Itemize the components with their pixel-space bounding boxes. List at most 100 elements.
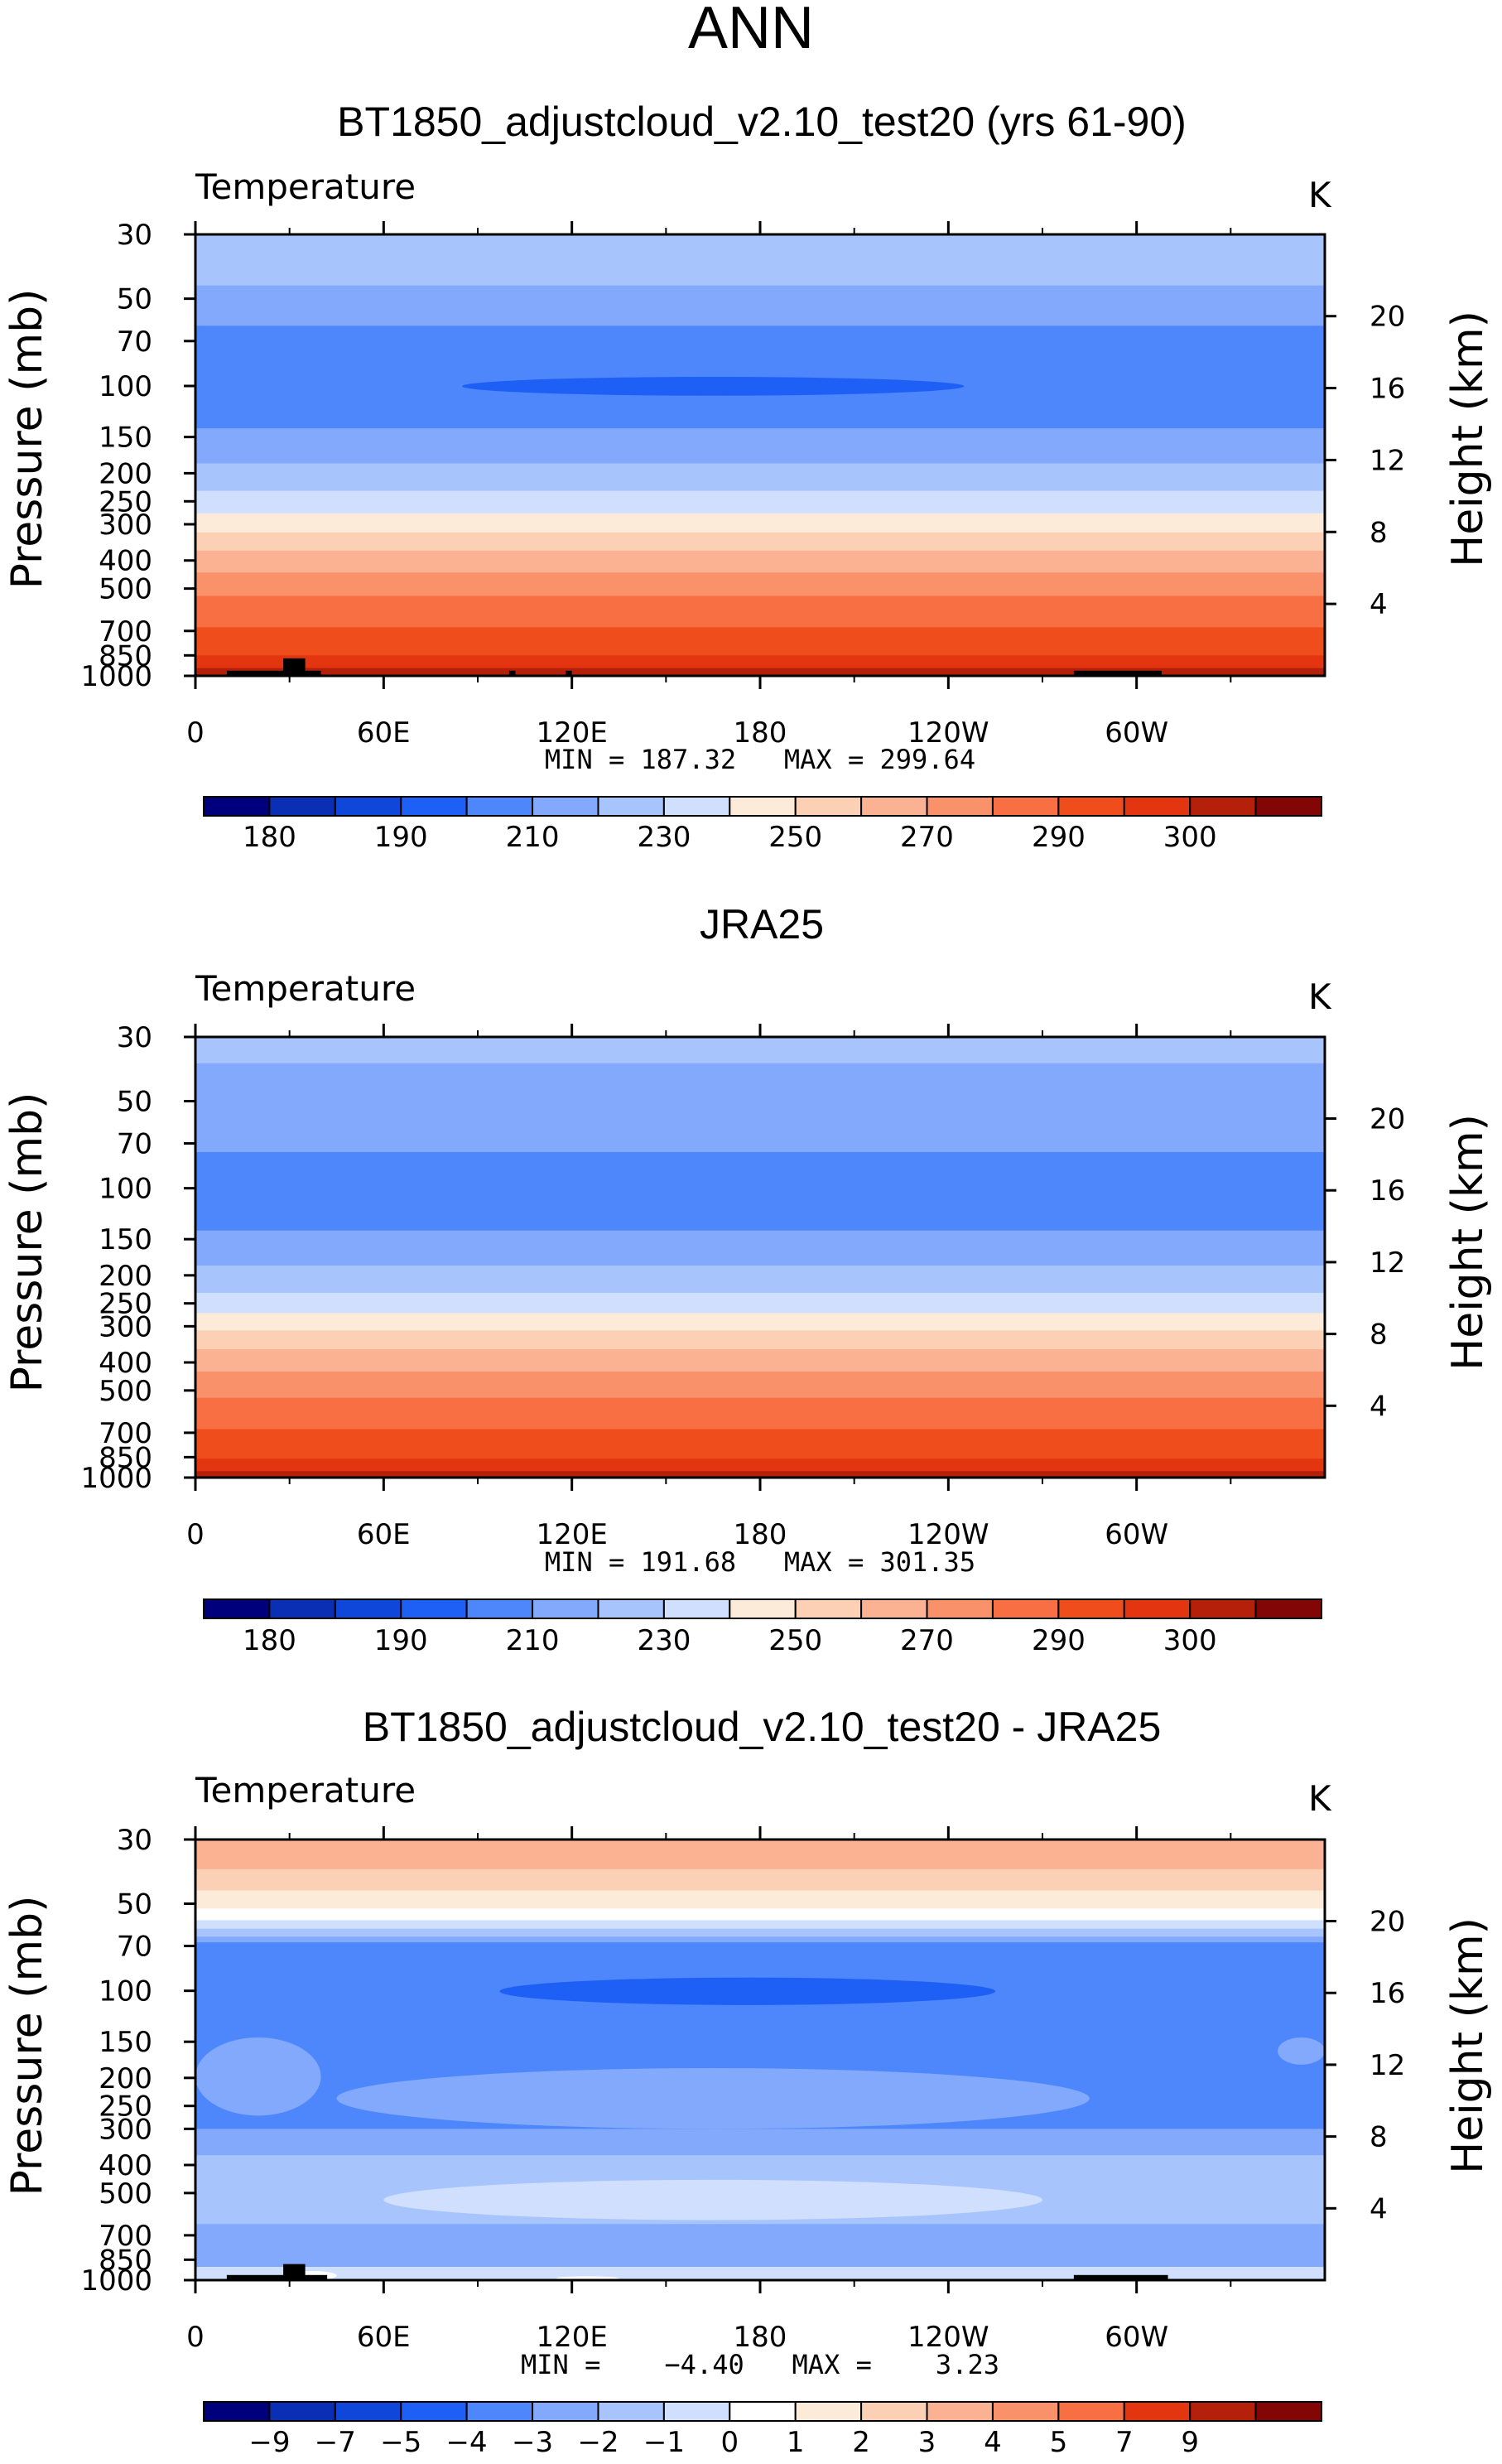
colorbar-swatch [597,2401,665,2422]
y-tick-label: 300 [99,1310,152,1343]
plot-area [184,1024,1336,1491]
contour-band [195,627,1325,656]
y2-axis-label: Height (km) [1443,1114,1493,1371]
colorbar-label: 300 [1163,821,1217,854]
contour-band [195,1265,1325,1294]
plot-area [184,221,1336,689]
y-tick-label: 200 [99,1260,152,1293]
x-tick-label: 60W [1105,716,1168,750]
x-tick-label: 0 [186,716,205,750]
topography-mask [226,2274,328,2280]
colorbar-swatch [860,2401,928,2422]
panel-title: BT1850_adjustcloud_v2.10_test20 - JRA25 [363,1704,1162,1750]
colorbar-label: 180 [243,1624,296,1657]
colorbar-swatch [662,1598,731,1619]
colorbar-label: −2 [577,2426,619,2459]
y2-tick-label: 16 [1370,1977,1405,2010]
colorbar-swatch [1123,1598,1191,1619]
contour-band [195,1037,1325,1064]
contour-feature [383,2179,1043,2220]
y-tick-label: 70 [117,1128,152,1161]
y2-tick-label: 12 [1370,2049,1405,2082]
panel-model: BT1850_adjustcloud_v2.10_test20 (yrs 61-… [2,99,1493,854]
colorbar-swatch [729,2401,797,2422]
plot-area [184,1826,1336,2293]
contour-band [195,1230,1325,1266]
colorbar-swatch [597,796,665,817]
colorbar-swatch [991,1598,1060,1619]
colorbar-swatch [926,1598,994,1619]
colorbar-label: −9 [248,2426,290,2459]
topography-mask [283,658,306,676]
x-tick-label: 60E [357,2321,411,2354]
x-tick-label: 120W [907,2321,989,2354]
contour-feature [336,2068,1090,2129]
y-tick-label: 150 [99,2026,152,2059]
colorbar-swatch [860,796,928,817]
colorbar-swatch [926,796,994,817]
contour-band [195,1371,1325,1399]
colorbar-swatch [203,1598,271,1619]
colorbar-swatch [465,1598,534,1619]
topography-mask [283,2264,306,2280]
y2-axis-label: Height (km) [1443,311,1493,567]
contour-band [195,1152,1325,1232]
colorbar-swatch [1254,1598,1322,1619]
colorbar-swatch [334,1598,402,1619]
y-tick-label: 500 [99,2177,152,2211]
colorbar-swatch [1057,1598,1125,1619]
colorbar-swatch [203,796,271,817]
contour-band [195,513,1325,533]
variable-label: Temperature [195,166,416,207]
x-tick-label: 60W [1105,1518,1168,1551]
colorbar-swatch [532,1598,599,1619]
figure-title: ANN [688,0,814,61]
y2-axis-label: Height (km) [1443,1917,1493,2174]
contour-band [195,655,1325,669]
colorbar-swatch [1057,2401,1125,2422]
colorbar-label: 210 [506,821,560,854]
colorbar-swatch [597,1598,665,1619]
colorbar-swatch [1189,2401,1257,2422]
y-tick-label: 150 [99,1223,152,1256]
stats-text: MIN = −4.40 MAX = 3.23 [521,2349,999,2380]
panel-title: JRA25 [700,901,824,948]
x-tick-label: 120W [907,1518,989,1551]
x-tick-label: 0 [186,1518,205,1551]
colorbar-swatch [1123,796,1191,817]
colorbar-label: 250 [768,1624,822,1657]
y-tick-label: 850 [99,1441,152,1474]
units-label: K [1308,1778,1332,1819]
x-tick-label: 120E [537,2321,608,2354]
y-tick-label: 50 [117,1086,152,1119]
colorbar-label: 3 [918,2426,936,2459]
topography-mask [566,670,572,676]
colorbar-label: 190 [374,1624,428,1657]
contour-band [195,1330,1325,1350]
units-label: K [1308,976,1332,1017]
y-tick-label: 300 [99,2113,152,2146]
y2-tick-label: 20 [1370,1103,1405,1136]
colorbar-swatch [662,2401,731,2422]
contour-band [195,1908,1325,1921]
colorbar-label: 4 [984,2426,1002,2459]
stats-text: MIN = 191.68 MAX = 301.35 [545,1546,975,1578]
x-tick-label: 180 [734,1518,787,1551]
y-tick-label: 30 [117,1021,152,1054]
contour-band [195,1868,1325,1892]
y-tick-label: 50 [117,1888,152,1922]
contour-band [195,1349,1325,1372]
y2-tick-label: 4 [1370,2192,1388,2225]
colorbar-label: 270 [900,1624,954,1657]
x-tick-label: 120E [537,716,608,750]
topography-mask [1073,2274,1168,2280]
y-tick-label: 400 [99,545,152,578]
x-tick-label: 60E [357,1518,411,1551]
colorbar-label: 230 [637,821,691,854]
variable-label: Temperature [195,1770,416,1811]
contour-band [195,596,1325,628]
y2-tick-label: 12 [1370,444,1405,477]
y2-tick-label: 8 [1370,516,1388,549]
contour-band [195,234,1325,287]
colorbar-label: 1 [787,2426,805,2459]
